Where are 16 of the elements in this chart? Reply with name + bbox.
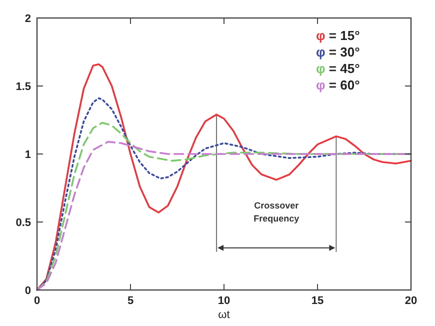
x-tick-label: 15 <box>311 295 324 307</box>
text: φ = 30° <box>316 44 360 60</box>
y-tick-label: 2 <box>24 13 31 25</box>
y-tick-label: 0 <box>24 285 31 297</box>
x-axis-title: ωt <box>218 309 230 321</box>
x-tick-label: 10 <box>218 295 230 307</box>
y-tick-label: 1.5 <box>16 81 31 93</box>
text: φ = 15° <box>316 28 360 43</box>
x-tick-label: 0 <box>34 295 40 307</box>
text: φ = 60° <box>316 78 360 92</box>
annotation: Crossover Frequency <box>254 200 300 224</box>
x-tick-label: 20 <box>404 295 418 307</box>
y-tick-label: 1 <box>24 149 31 161</box>
text: φ = 45° <box>316 61 360 76</box>
y-tick-label: 0.5 <box>16 217 31 229</box>
x-tick-label: 5 <box>127 295 134 307</box>
